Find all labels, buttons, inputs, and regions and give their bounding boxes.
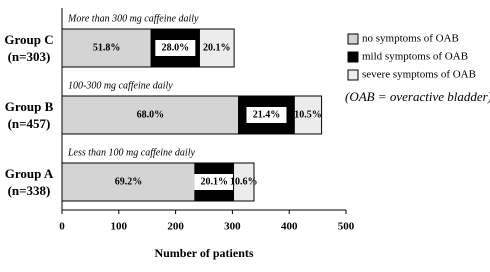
value-label: 51.8% [93, 42, 121, 53]
value-label: 28.0% [162, 42, 190, 53]
value-label: 10.6% [230, 176, 258, 187]
value-label: 68.0% [137, 109, 165, 120]
x-axis-label: Number of patients [154, 246, 253, 260]
label-box [155, 40, 196, 56]
category-label: Group C (n=303) [4, 32, 54, 64]
category-label: Group B (n=457) [4, 99, 54, 131]
group-annotation: More than 300 mg caffeine daily [67, 13, 199, 24]
bar-segment [198, 28, 235, 68]
label-box [246, 107, 287, 123]
legend-label: mild symptoms of OAB [362, 51, 468, 63]
group-annotation: 100-300 mg caffeine daily [68, 80, 173, 91]
value-label: 20.1% [203, 42, 231, 53]
label-box [194, 174, 235, 190]
value-label: 21.4% [253, 109, 281, 120]
bar-segment [61, 28, 152, 68]
value-label: 69.2% [115, 176, 143, 187]
legend-swatch [347, 51, 359, 63]
value-label: 20.1% [200, 176, 228, 187]
legend-swatch [347, 69, 359, 81]
x-tick-label: 100 [111, 221, 128, 233]
legend-label: severe symptoms of OAB [362, 69, 476, 81]
group-annotation: Less than 100 mg caffeine daily [67, 147, 195, 158]
x-tick-label: 0 [59, 221, 65, 233]
x-tick-label: 500 [338, 221, 355, 233]
bar-segment [293, 95, 323, 135]
value-label: 10.5% [294, 109, 322, 120]
category-label: Group A (n=338) [4, 166, 54, 198]
x-tick-label: 200 [167, 221, 184, 233]
bar-segment [233, 162, 255, 202]
legend-swatch [347, 33, 359, 45]
x-tick-label: 400 [281, 221, 298, 233]
bar-segment [61, 95, 240, 135]
legend-label: no symptoms of OAB [362, 33, 459, 45]
note: (OAB = overactive bladder) [345, 89, 490, 104]
x-tick-label: 300 [224, 221, 241, 233]
